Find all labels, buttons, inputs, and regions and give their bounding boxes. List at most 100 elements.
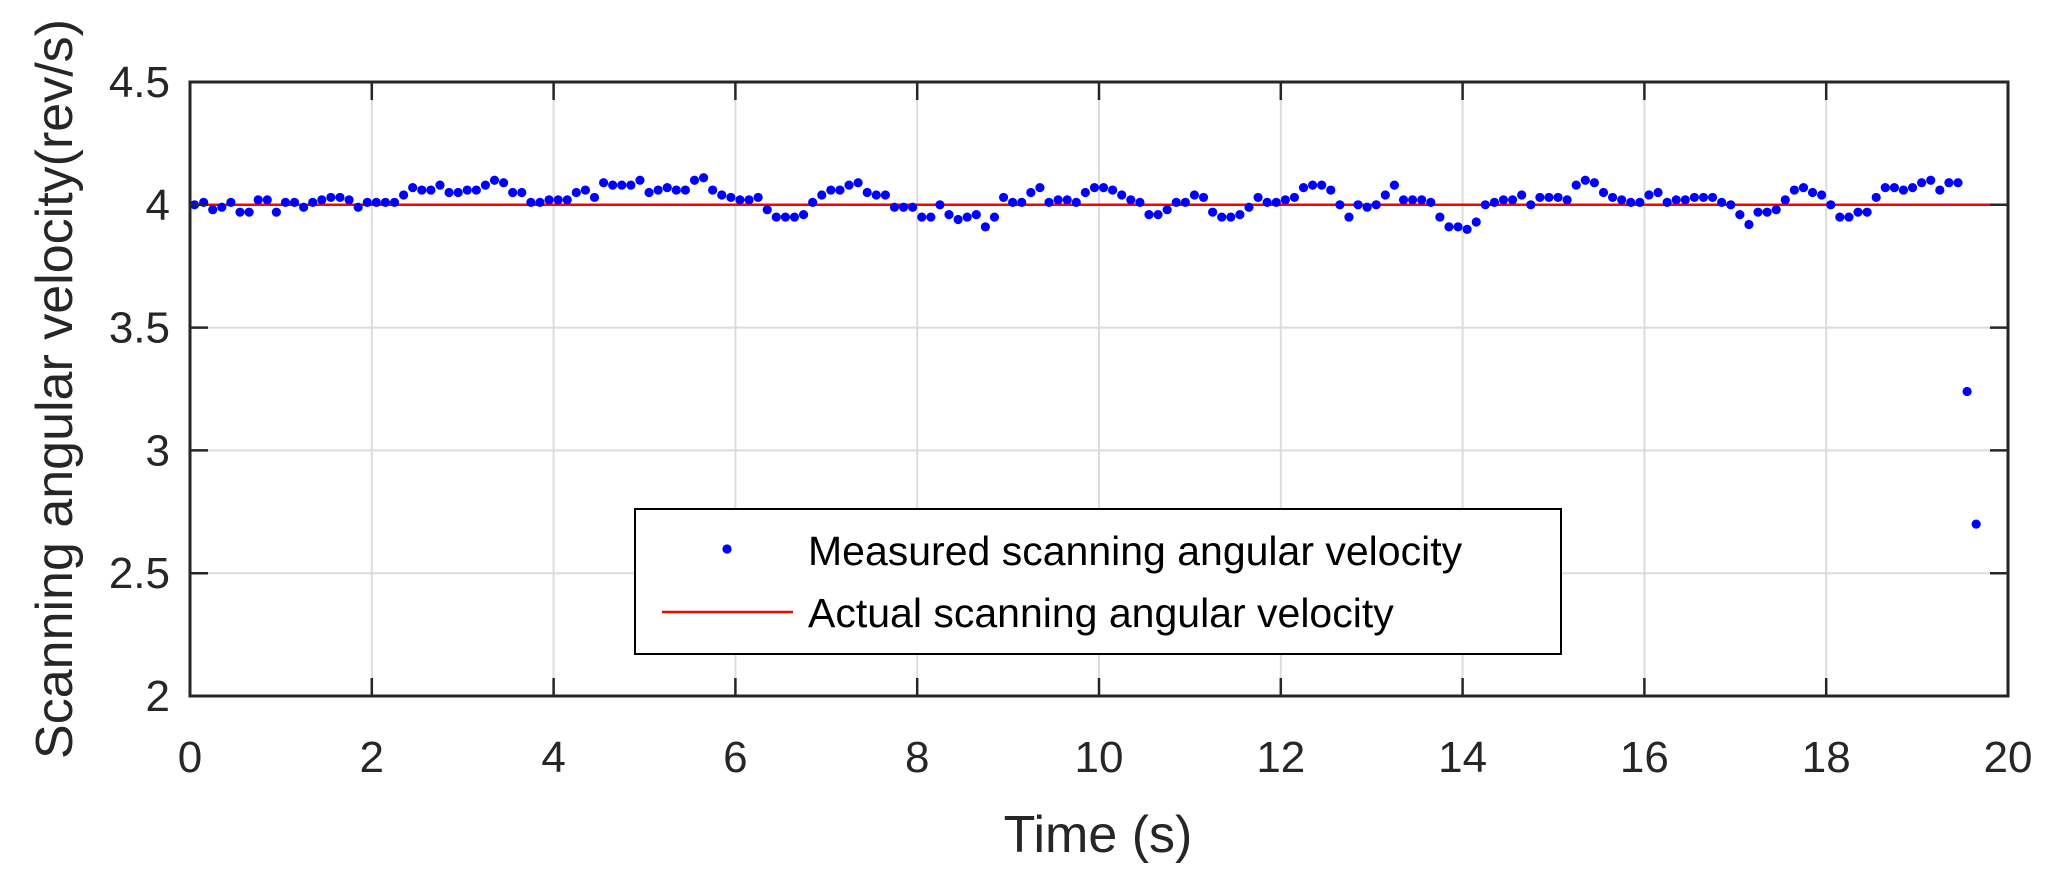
measured-velocity-point — [1889, 183, 1899, 193]
measured-velocity-point — [1162, 205, 1172, 215]
measured-velocity-point — [1271, 197, 1281, 207]
measured-velocity-point — [698, 173, 709, 183]
measured-velocity-point — [1844, 212, 1854, 222]
measured-velocity-point — [953, 214, 963, 225]
y-tick-label: 3 — [146, 426, 170, 475]
measured-velocity-point — [644, 187, 654, 198]
measured-velocity-point — [1544, 192, 1554, 203]
measured-velocity-point — [1098, 183, 1109, 193]
measured-velocity-point — [1071, 197, 1081, 207]
measured-velocity-point — [962, 212, 972, 222]
measured-velocity-point — [289, 197, 300, 207]
measured-velocity-point — [1562, 195, 1572, 205]
measured-velocity-point — [1926, 175, 1936, 185]
measured-velocity-point — [399, 190, 409, 200]
measured-velocity-point — [1044, 197, 1054, 207]
measured-velocity-point — [735, 195, 745, 205]
measured-velocity-point — [880, 190, 890, 200]
measured-velocity-point — [1308, 180, 1318, 190]
measured-velocity-point — [1607, 192, 1618, 203]
measured-velocity-point — [1253, 192, 1263, 203]
measured-velocity-point — [1344, 212, 1354, 222]
measured-velocity-point — [653, 185, 663, 195]
measured-velocity-point — [689, 175, 700, 185]
measured-velocity-point — [1408, 195, 1418, 205]
measured-velocity-point — [1380, 190, 1390, 200]
measured-velocity-point — [317, 195, 327, 205]
measured-velocity-point — [1835, 212, 1845, 222]
measured-velocity-point — [898, 202, 909, 212]
y-tick-label: 3.5 — [109, 304, 170, 353]
x-tick-label: 14 — [1438, 733, 1487, 782]
measured-velocity-point — [1426, 197, 1436, 207]
measured-velocity-point — [1053, 195, 1063, 205]
measured-velocity-point — [1571, 180, 1581, 190]
legend: Measured scanning angular velocity Actua… — [634, 508, 1562, 655]
measured-velocity-point — [617, 180, 627, 190]
ticks — [188, 80, 2010, 698]
measured-velocity-point — [244, 207, 254, 217]
measured-velocity-point — [544, 195, 554, 205]
measured-velocity-point — [1353, 200, 1363, 210]
measured-velocity-point — [453, 187, 463, 198]
measured-velocity-point — [417, 185, 427, 195]
measured-velocity-point — [408, 183, 418, 193]
measured-velocity-point — [1171, 197, 1181, 207]
measured-velocity-point — [435, 180, 445, 190]
measured-velocity-point — [726, 192, 736, 203]
measured-velocity-point — [462, 185, 472, 195]
measured-velocity-point — [208, 205, 218, 215]
measured-velocity-point — [1444, 222, 1454, 232]
measured-velocity-point — [1935, 185, 1945, 195]
legend-box — [634, 508, 1562, 655]
measured-velocity-point — [1217, 212, 1227, 222]
measured-velocity-point — [1762, 207, 1772, 217]
measured-velocity-point — [917, 212, 927, 222]
measured-velocity-point — [353, 202, 363, 212]
measured-velocity-point — [1526, 200, 1536, 210]
measured-velocity-point — [1871, 192, 1881, 203]
measured-velocity-point — [1498, 195, 1509, 205]
measured-velocity-point — [1807, 187, 1818, 198]
measured-velocity-point — [1553, 192, 1563, 203]
measured-velocity-point — [1026, 187, 1036, 198]
measured-velocity-point — [871, 190, 881, 200]
measured-velocity-point — [1280, 195, 1290, 205]
measured-velocity-point — [671, 185, 681, 195]
x-axis-title: Time (s) — [1004, 806, 1193, 864]
x-tick-label: 10 — [1075, 733, 1124, 782]
measured-velocity-point — [489, 175, 500, 185]
measured-velocity-point — [935, 200, 945, 210]
measured-velocity-point — [371, 197, 381, 207]
measured-velocity-point — [908, 202, 918, 212]
measured-velocity-point — [1317, 180, 1327, 190]
measured-velocity-point — [626, 180, 636, 190]
measured-velocity-point — [1817, 190, 1827, 200]
measured-velocity-point — [1198, 192, 1209, 203]
measured-velocity-point — [1653, 187, 1663, 198]
measured-velocity-point — [1144, 210, 1154, 220]
measured-velocity-point — [1089, 183, 1100, 193]
measured-velocity-point — [344, 195, 354, 205]
measured-velocity-point — [862, 187, 872, 198]
measured-velocity-point — [998, 192, 1009, 203]
measured-velocity-point — [271, 207, 281, 217]
measured-velocity-point — [335, 192, 345, 203]
measured-velocity-point — [580, 185, 591, 195]
measured-velocity-point — [1471, 217, 1481, 227]
measured-velocity-point — [1917, 178, 1927, 188]
x-tick-label: 2 — [360, 733, 384, 782]
x-tick-label: 12 — [1256, 733, 1305, 782]
measured-velocity-point — [1671, 195, 1681, 205]
x-tick-label: 18 — [1802, 733, 1851, 782]
x-tick-label: 20 — [1984, 733, 2033, 782]
measured-velocity-point — [426, 185, 436, 195]
measured-velocity-point — [553, 195, 563, 205]
measured-velocity-point — [789, 212, 800, 222]
measured-velocity-point — [1153, 210, 1163, 220]
measured-velocity-point — [1035, 183, 1045, 193]
x-tick-label: 0 — [178, 733, 202, 782]
measured-velocity-point — [1580, 175, 1590, 185]
